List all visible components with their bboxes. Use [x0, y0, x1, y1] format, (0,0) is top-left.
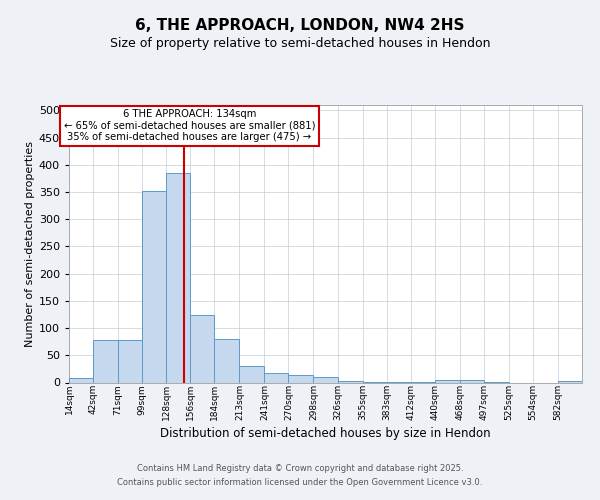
Bar: [214, 339, 239, 382]
Bar: [289, 375, 313, 382]
Bar: [313, 376, 338, 382]
Bar: [239, 366, 265, 382]
Text: Size of property relative to semi-detached houses in Hendon: Size of property relative to semi-detach…: [110, 38, 490, 51]
Bar: [166, 173, 190, 382]
Bar: [69, 378, 93, 382]
Bar: [93, 340, 118, 382]
Bar: [460, 380, 484, 382]
Text: 6, THE APPROACH, LONDON, NW4 2HS: 6, THE APPROACH, LONDON, NW4 2HS: [135, 18, 465, 32]
Bar: [558, 381, 582, 382]
Y-axis label: Number of semi-detached properties: Number of semi-detached properties: [25, 141, 35, 347]
Bar: [142, 191, 166, 382]
Bar: [435, 380, 460, 382]
Bar: [265, 373, 289, 382]
X-axis label: Distribution of semi-detached houses by size in Hendon: Distribution of semi-detached houses by …: [160, 427, 491, 440]
Text: Contains public sector information licensed under the Open Government Licence v3: Contains public sector information licen…: [118, 478, 482, 487]
Bar: [118, 340, 142, 382]
Text: 6 THE APPROACH: 134sqm
← 65% of semi-detached houses are smaller (881)
35% of se: 6 THE APPROACH: 134sqm ← 65% of semi-det…: [64, 109, 316, 142]
Bar: [190, 315, 214, 382]
Text: Contains HM Land Registry data © Crown copyright and database right 2025.: Contains HM Land Registry data © Crown c…: [137, 464, 463, 473]
